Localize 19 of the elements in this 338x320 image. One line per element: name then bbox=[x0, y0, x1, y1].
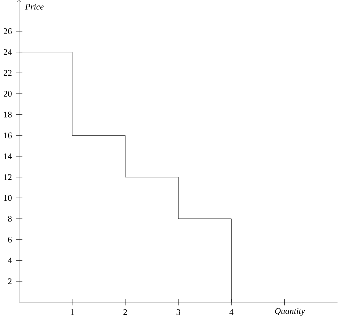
y-tick-label: 24 bbox=[4, 50, 12, 56]
y-tick-label: 12 bbox=[4, 174, 12, 180]
y-tick-label: 6 bbox=[8, 237, 12, 243]
y-tick-label: 4 bbox=[8, 258, 12, 264]
x-tick-label: 2 bbox=[124, 310, 128, 316]
y-tick-label: 2 bbox=[8, 278, 12, 285]
x-tick-label: 1 bbox=[71, 310, 74, 316]
x-tick-label: 4 bbox=[230, 310, 234, 316]
y-tick-label: 10 bbox=[4, 195, 12, 202]
y-tick-label: 22 bbox=[4, 70, 12, 76]
y-tick-label: 18 bbox=[4, 112, 12, 118]
x-axis-title: Quantity bbox=[275, 308, 306, 316]
y-tick-label: 20 bbox=[4, 91, 12, 98]
y-tick-label: 8 bbox=[8, 216, 12, 222]
y-tick-label: 14 bbox=[4, 154, 12, 160]
y-tick-label: 26 bbox=[4, 28, 12, 35]
y-axis-title: Price bbox=[25, 4, 44, 10]
y-tick-label: 16 bbox=[4, 132, 12, 139]
x-tick-label: 3 bbox=[176, 310, 180, 316]
